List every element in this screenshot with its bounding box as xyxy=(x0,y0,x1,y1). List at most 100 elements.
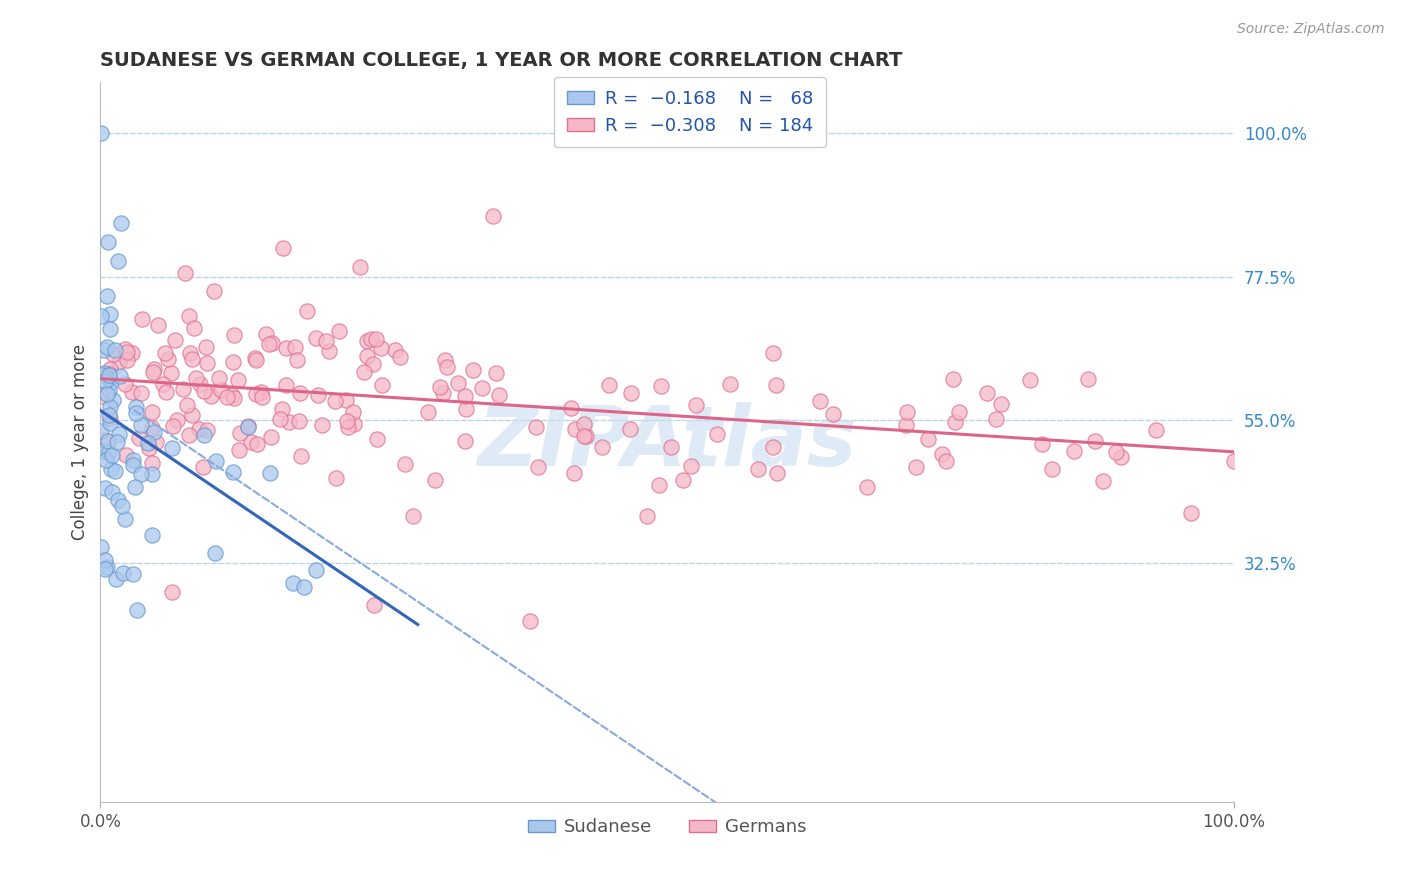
Point xyxy=(325,470,347,484)
Point xyxy=(598,378,620,392)
Point xyxy=(336,414,359,428)
Point xyxy=(93,482,115,496)
Point xyxy=(564,467,586,481)
Point xyxy=(104,572,127,586)
Point xyxy=(706,427,728,442)
Point xyxy=(114,343,136,357)
Point xyxy=(156,352,179,367)
Point xyxy=(574,429,596,443)
Point xyxy=(904,459,927,474)
Point xyxy=(141,528,163,542)
Point xyxy=(762,345,785,359)
Point xyxy=(121,385,143,400)
Point xyxy=(370,341,392,355)
Text: Source: ZipAtlas.com: Source: ZipAtlas.com xyxy=(1237,22,1385,37)
Point xyxy=(276,341,298,355)
Point xyxy=(328,325,350,339)
Point xyxy=(762,440,785,454)
Point xyxy=(246,437,269,451)
Point xyxy=(808,394,831,409)
Point xyxy=(222,354,245,368)
Point xyxy=(1084,434,1107,448)
Point xyxy=(193,384,215,399)
Point xyxy=(318,344,340,359)
Point xyxy=(931,447,953,461)
Point xyxy=(96,340,118,354)
Point xyxy=(124,480,146,494)
Point xyxy=(188,377,211,392)
Y-axis label: College, 1 year or more: College, 1 year or more xyxy=(72,344,89,541)
Point xyxy=(284,339,307,353)
Point xyxy=(93,562,115,576)
Point xyxy=(363,598,385,612)
Point xyxy=(943,415,966,429)
Point xyxy=(202,285,225,299)
Point xyxy=(110,369,132,384)
Point xyxy=(935,454,957,468)
Point xyxy=(166,413,188,427)
Point xyxy=(114,512,136,526)
Point xyxy=(307,388,329,402)
Point xyxy=(454,434,477,448)
Point xyxy=(131,467,153,482)
Point xyxy=(110,215,132,229)
Point xyxy=(96,288,118,302)
Point xyxy=(257,336,280,351)
Point xyxy=(356,349,378,363)
Point xyxy=(416,404,439,418)
Point xyxy=(142,425,165,439)
Point xyxy=(245,387,267,401)
Point xyxy=(115,344,138,359)
Point xyxy=(1109,450,1132,465)
Point xyxy=(101,392,124,407)
Point xyxy=(146,318,169,333)
Point xyxy=(152,377,174,392)
Point xyxy=(343,417,366,431)
Point xyxy=(96,559,118,574)
Point xyxy=(1063,444,1085,458)
Point xyxy=(1180,506,1202,520)
Point xyxy=(823,407,845,421)
Point xyxy=(107,253,129,268)
Point xyxy=(461,363,484,377)
Point xyxy=(290,386,312,401)
Point xyxy=(111,566,134,580)
Point xyxy=(131,312,153,326)
Point xyxy=(366,432,388,446)
Point xyxy=(527,460,550,475)
Point xyxy=(129,386,152,401)
Point xyxy=(356,334,378,348)
Point xyxy=(366,332,388,346)
Point xyxy=(423,473,446,487)
Point xyxy=(281,575,304,590)
Point xyxy=(197,357,219,371)
Point xyxy=(394,457,416,471)
Point xyxy=(93,343,115,357)
Point xyxy=(243,351,266,366)
Point xyxy=(591,440,613,454)
Point xyxy=(747,461,769,475)
Point xyxy=(172,382,194,396)
Legend: Sudanese, Germans: Sudanese, Germans xyxy=(520,811,814,844)
Point xyxy=(121,458,143,472)
Point xyxy=(323,394,346,409)
Point xyxy=(101,347,124,361)
Point xyxy=(97,235,120,249)
Point xyxy=(271,241,294,255)
Point xyxy=(125,406,148,420)
Point xyxy=(174,267,197,281)
Point xyxy=(104,343,127,357)
Point xyxy=(141,467,163,481)
Point xyxy=(200,389,222,403)
Point xyxy=(188,422,211,436)
Point xyxy=(184,371,207,385)
Point xyxy=(111,499,134,513)
Point xyxy=(107,493,129,508)
Point xyxy=(485,366,508,380)
Point xyxy=(250,385,273,400)
Point xyxy=(98,400,121,414)
Point xyxy=(180,409,202,423)
Point xyxy=(145,435,167,450)
Point xyxy=(90,126,112,140)
Point xyxy=(209,383,232,397)
